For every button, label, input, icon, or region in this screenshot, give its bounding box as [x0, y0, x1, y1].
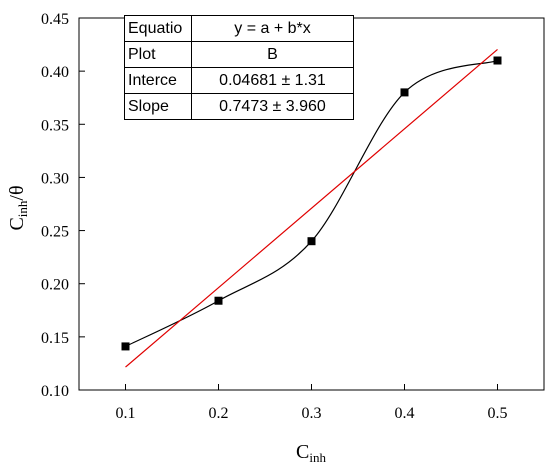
fit-key: Equatio: [124, 15, 192, 42]
linear-fit-line: [125, 48, 498, 368]
y-tick-label: 0.20: [41, 277, 69, 294]
linear-fit-table: Equatio y = a + b*x Plot B Interce 0.046…: [124, 15, 354, 120]
x-axis-title: Cinh: [296, 441, 326, 465]
x-tick-label: 0.2: [209, 405, 229, 422]
fit-key: Slope: [124, 93, 192, 120]
data-point: [214, 296, 223, 305]
fit-value: 0.04681 ± 1.31: [191, 67, 354, 94]
fit-row-intercept: Interce 0.04681 ± 1.31: [124, 67, 354, 94]
fit-value: y = a + b*x: [191, 15, 354, 42]
data-point: [121, 342, 130, 351]
x-axis: 0.1 0.2 0.3 0.4 0.5: [116, 384, 508, 422]
x-tick-label: 0.3: [302, 405, 322, 422]
data-point: [307, 237, 316, 246]
y-tick-label: 0.30: [41, 170, 69, 187]
fit-key: Interce: [124, 67, 192, 94]
x-tick-label: 0.1: [116, 405, 136, 422]
smooth-curve: [125, 59, 498, 347]
y-axis-title: Cinh/θ: [6, 185, 30, 230]
fit-key: Plot: [124, 41, 192, 68]
data-points: [121, 56, 502, 351]
y-tick-label: 0.10: [41, 383, 69, 400]
y-tick-label: 0.25: [41, 224, 69, 241]
y-axis: 0.10 0.15 0.20 0.25 0.30 0.35 0.40 0.45: [41, 11, 85, 400]
x-tick-label: 0.5: [488, 405, 508, 422]
fit-row-slope: Slope 0.7473 ± 3.960: [124, 93, 354, 120]
data-point: [400, 88, 409, 97]
fit-row-equation: Equatio y = a + b*x: [124, 15, 354, 42]
data-point: [493, 56, 502, 65]
fit-value: B: [191, 41, 354, 68]
y-tick-label: 0.40: [41, 64, 69, 81]
fit-row-plot: Plot B: [124, 41, 354, 68]
y-tick-label: 0.15: [41, 330, 69, 347]
y-tick-label: 0.35: [41, 117, 69, 134]
y-tick-label: 0.45: [41, 11, 69, 28]
x-tick-label: 0.4: [395, 405, 415, 422]
fit-value: 0.7473 ± 3.960: [191, 93, 354, 120]
